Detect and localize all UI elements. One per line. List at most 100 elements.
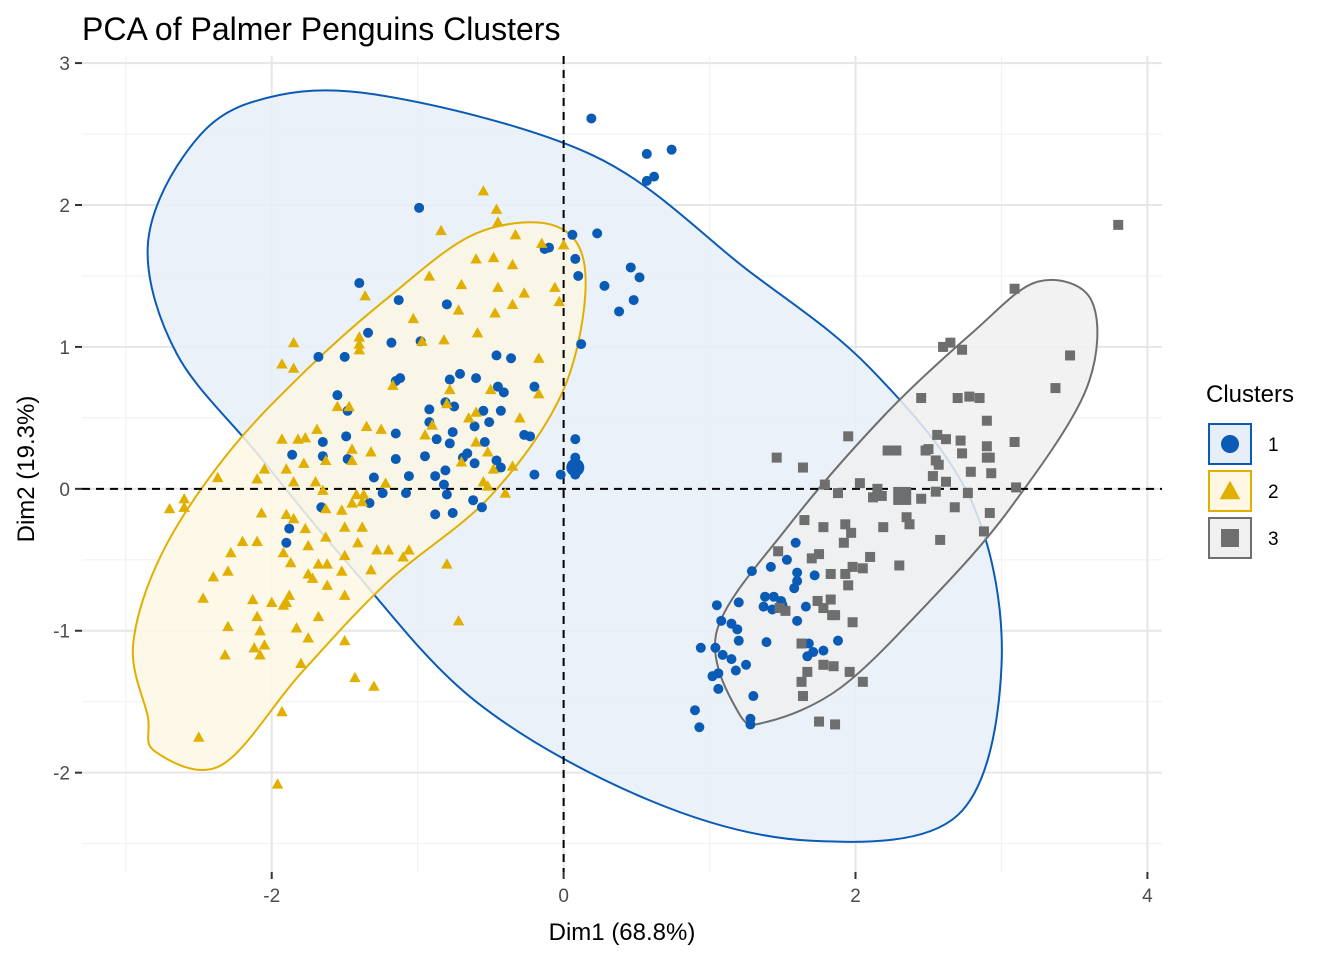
y-axis-title: Dim2 (19.3%): [13, 396, 40, 543]
point-cluster-2: [287, 336, 300, 348]
point-cluster-1: [332, 390, 343, 401]
point-cluster-1: [491, 350, 502, 361]
point-cluster-2: [365, 563, 377, 575]
point-cluster-1: [732, 624, 743, 635]
x-tick-label: 2: [850, 886, 861, 907]
point-cluster-2: [311, 423, 323, 434]
point-cluster-2: [553, 295, 565, 307]
y-tick-label: 1: [59, 338, 70, 359]
point-cluster-3: [797, 462, 808, 473]
point-cluster-1: [761, 637, 772, 648]
point-cluster-1: [363, 327, 374, 338]
legend-key-2: [1208, 470, 1252, 512]
point-cluster-2: [352, 537, 364, 548]
point-cluster-1: [449, 401, 460, 412]
point-cluster-2: [222, 620, 234, 632]
point-cluster-2: [444, 383, 456, 395]
point-cluster-1: [641, 175, 652, 186]
point-cluster-1: [471, 373, 482, 384]
point-cluster-2: [360, 420, 373, 431]
point-cluster-1: [368, 472, 379, 483]
point-cluster-1: [495, 462, 506, 473]
point-cluster-2: [357, 488, 370, 500]
point-cluster-2: [295, 657, 307, 668]
point-cluster-1: [431, 434, 442, 445]
point-cluster-3: [930, 486, 941, 497]
point-cluster-2: [441, 558, 453, 569]
point-cluster-2: [312, 610, 325, 622]
point-cluster-2: [292, 433, 304, 444]
point-cluster-3: [938, 341, 949, 352]
point-cluster-1: [733, 635, 744, 646]
point-cluster-3: [812, 595, 823, 606]
x-axis-title: Dim1 (68.8%): [549, 919, 696, 946]
point-cluster-3: [825, 594, 836, 605]
point-cluster-2: [258, 639, 271, 650]
point-cluster-1: [765, 561, 776, 572]
point-cluster-3: [843, 431, 854, 442]
point-cluster-3: [984, 452, 995, 463]
point-cluster-1: [707, 671, 718, 682]
point-cluster-3: [818, 659, 829, 670]
point-cluster-2: [455, 456, 468, 467]
point-cluster-3: [920, 445, 931, 456]
point-cluster-3: [978, 526, 989, 537]
point-cluster-2: [397, 551, 409, 562]
point-cluster-1: [447, 507, 458, 518]
point-cluster-2: [284, 556, 297, 568]
point-cluster-3: [901, 512, 912, 523]
point-cluster-3: [828, 661, 839, 672]
point-cluster-1: [717, 649, 728, 660]
point-cluster-3: [1011, 482, 1022, 493]
point-cluster-1: [614, 306, 625, 317]
point-cluster-1: [802, 651, 813, 662]
point-cluster-2: [379, 477, 392, 488]
series-1: [281, 113, 843, 733]
point-cluster-1: [414, 202, 425, 213]
point-cluster-2: [353, 338, 366, 349]
point-cluster-2: [321, 558, 333, 569]
legend-marker-2: [1219, 480, 1241, 500]
legend-label-1: 1: [1268, 435, 1279, 456]
point-cluster-2: [557, 238, 570, 250]
y-tick-label: 2: [59, 196, 70, 217]
point-cluster-3: [949, 502, 960, 513]
centroid-cluster-3: [893, 486, 912, 505]
point-cluster-2: [319, 502, 332, 514]
point-cluster-1: [726, 654, 737, 665]
point-cluster-1: [781, 554, 792, 565]
point-cluster-3: [825, 568, 836, 579]
point-cluster-1: [440, 465, 451, 476]
point-cluster-2: [346, 443, 358, 454]
point-cluster-1: [716, 615, 727, 626]
point-cluster-2: [382, 544, 395, 555]
point-cluster-2: [276, 358, 288, 369]
point-cluster-3: [1065, 350, 1076, 361]
point-cluster-1: [746, 566, 757, 577]
point-cluster-1: [713, 683, 724, 694]
x-tick-label: -2: [263, 886, 280, 907]
point-cluster-1: [800, 601, 811, 612]
point-cluster-1: [818, 645, 829, 656]
point-cluster-1: [469, 458, 480, 469]
point-cluster-1: [634, 272, 645, 283]
point-cluster-1: [733, 597, 744, 608]
point-cluster-2: [255, 507, 268, 518]
point-cluster-1: [833, 635, 843, 646]
point-cluster-2: [387, 379, 399, 390]
point-cluster-3: [833, 488, 843, 499]
y-tick-label: -1: [53, 622, 70, 643]
point-cluster-2: [375, 423, 387, 434]
point-cluster-2: [419, 429, 431, 440]
cluster-ellipses: [131, 89, 1099, 843]
point-cluster-3: [818, 603, 829, 614]
point-cluster-2: [481, 446, 494, 457]
point-cluster-3: [955, 435, 966, 446]
point-cluster-1: [506, 353, 517, 364]
point-cluster-1: [438, 479, 449, 490]
point-cluster-2: [299, 522, 312, 534]
point-cluster-2: [535, 237, 548, 248]
point-cluster-3: [797, 691, 808, 702]
point-cluster-1: [354, 278, 365, 289]
point-cluster-2: [178, 501, 190, 512]
